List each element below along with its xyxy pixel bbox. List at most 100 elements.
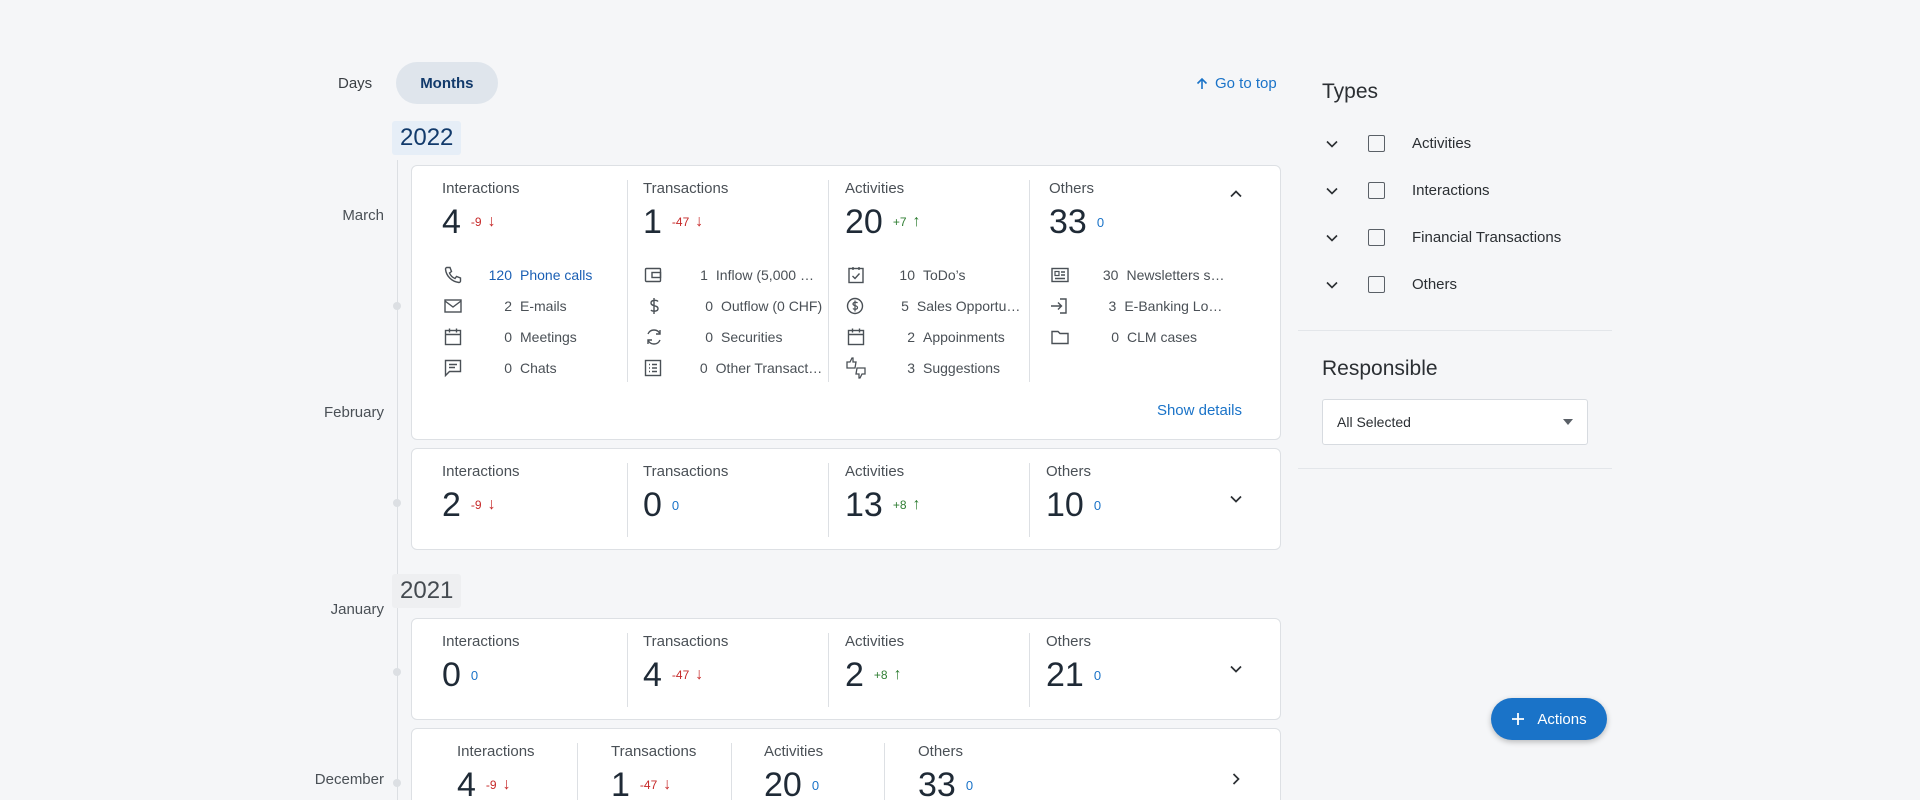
column-divider [828, 633, 829, 707]
phone-icon [442, 264, 464, 286]
arrow-down-icon: ↓ [663, 776, 672, 793]
delta-badge: 0 [1093, 667, 1102, 683]
column-divider [884, 743, 885, 800]
activities-column: Activities 20 0 [764, 743, 824, 800]
go-to-top-label: Go to top [1215, 75, 1277, 92]
list-item: 10 ToDo’s [845, 259, 1025, 290]
interactions-checkbox[interactable] [1368, 182, 1385, 199]
delta-badge: +8 ↑ [892, 496, 921, 513]
delta-badge: 0 [671, 497, 680, 513]
delta-badge: -9 ↓ [470, 213, 496, 230]
month-card-march: Interactions 4 -9 ↓ 120 Phone calls 2 E-mai… [411, 165, 1281, 440]
go-to-top-link[interactable]: Go to top [1195, 75, 1277, 92]
activities-checkbox[interactable] [1368, 135, 1385, 152]
column-divider [627, 180, 628, 382]
activities-count: 2 [845, 656, 864, 694]
responsible-select[interactable]: All Selected [1322, 399, 1588, 445]
responsible-heading: Responsible [1322, 357, 1438, 380]
chevron-down-icon[interactable] [1322, 181, 1342, 201]
chevron-right-icon[interactable] [1226, 769, 1246, 789]
chevron-down-icon[interactable] [1322, 228, 1342, 248]
arrow-up-icon [1196, 77, 1208, 89]
dollar-icon [643, 295, 665, 317]
delta-badge: 0 [811, 777, 820, 793]
collapse-chevron-up-icon[interactable] [1226, 184, 1246, 204]
list-icon [643, 357, 663, 379]
transactions-count: 4 [643, 656, 662, 694]
delta-badge: -47 ↓ [639, 776, 672, 793]
actions-label: Actions [1537, 710, 1587, 728]
column-divider [1029, 633, 1030, 707]
months-toggle[interactable]: Months [396, 62, 498, 104]
divider [1298, 468, 1612, 469]
login-icon [1049, 295, 1070, 317]
actions-button[interactable]: Actions [1491, 698, 1607, 740]
column-title: Interactions [442, 180, 520, 197]
activities-column: Activities 20 +7 ↑ 10 ToDo’s 5 Sales Opport… [845, 180, 1025, 383]
financial-transactions-checkbox[interactable] [1368, 229, 1385, 246]
expand-chevron-down-icon[interactable] [1226, 489, 1246, 509]
transactions-count: 1 [611, 766, 630, 800]
delta-badge: 0 [1093, 497, 1102, 513]
column-divider [1029, 463, 1030, 537]
delta-badge: 0 [1096, 214, 1105, 230]
plus-icon [1512, 713, 1525, 725]
arrow-up-icon: ↑ [912, 213, 921, 230]
column-title: Transactions [643, 180, 729, 197]
arrow-down-icon: ↓ [487, 496, 496, 513]
timeline-dot [393, 302, 401, 310]
chevron-down-icon[interactable] [1322, 134, 1342, 154]
type-label: Financial Transactions [1412, 229, 1562, 246]
chevron-down-icon[interactable] [1322, 275, 1342, 295]
list-item: 0 Meetings [442, 321, 617, 352]
column-divider [627, 633, 628, 707]
activities-count: 20 [845, 203, 883, 241]
list-item[interactable]: 120 Phone calls [442, 259, 617, 290]
month-card-december[interactable]: Interactions 4 -9 ↓ Transactions 1 -47 ↓ Act… [411, 728, 1281, 800]
calendar-icon [442, 326, 464, 348]
activities-column: Activities 13 +8 ↑ [845, 463, 921, 524]
chat-icon [442, 357, 464, 379]
delta-badge: 0 [965, 777, 974, 793]
list-item: 0 CLM cases [1049, 321, 1229, 352]
arrow-down-icon: ↓ [502, 776, 511, 793]
interactions-count: 4 [457, 766, 476, 800]
others-count: 33 [1049, 203, 1087, 241]
activities-column: Activities 2 +8 ↑ [845, 633, 905, 694]
list-item: 0 Outflow (0 CHF) [643, 290, 823, 321]
others-column: Others 33 0 30 Newsletters sent 3 E-Bankin… [1049, 180, 1229, 352]
others-column: Others 33 0 [918, 743, 974, 800]
view-toggle: Days Months [314, 62, 498, 104]
expand-chevron-down-icon[interactable] [1226, 659, 1246, 679]
transactions-count: 0 [643, 486, 662, 524]
timeline-dot [393, 779, 401, 787]
list-item: 3 Suggestions [845, 352, 1025, 383]
list-item: 30 Newsletters sent [1049, 259, 1229, 290]
transactions-column: Transactions 4 -47 ↓ [643, 633, 729, 694]
type-label: Interactions [1412, 182, 1490, 199]
others-count: 10 [1046, 486, 1084, 524]
month-label-december: December [314, 771, 384, 788]
days-toggle[interactable]: Days [314, 62, 396, 104]
responsible-value: All Selected [1337, 414, 1411, 430]
list-item: 0 Chats [442, 352, 617, 383]
list-item: 0 Other Transactions [643, 352, 823, 383]
others-checkbox[interactable] [1368, 276, 1385, 293]
interactions-count: 0 [442, 656, 461, 694]
others-count: 33 [918, 766, 956, 800]
folder-icon [1049, 326, 1071, 348]
show-details-link[interactable]: Show details [1156, 402, 1242, 419]
list-item: 2 E-mails [442, 290, 617, 321]
interactions-column: Interactions 4 -9 ↓ 120 Phone calls 2 E-mai… [442, 180, 617, 383]
caret-down-icon [1563, 419, 1573, 425]
timeline-dot [393, 499, 401, 507]
exchange-icon [643, 326, 665, 348]
column-divider [1029, 180, 1030, 382]
transactions-column: Transactions 1 -47 ↓ 1 Inflow (5,000 CHF) … [643, 180, 823, 383]
type-label: Activities [1412, 135, 1472, 152]
delta-badge: +8 ↑ [873, 666, 902, 683]
